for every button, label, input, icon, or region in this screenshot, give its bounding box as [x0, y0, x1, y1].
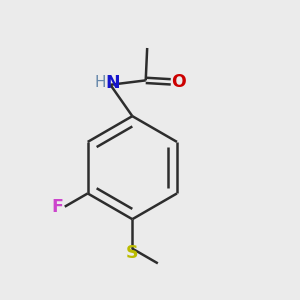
Text: F: F	[52, 198, 63, 216]
Text: S: S	[126, 244, 139, 262]
Text: H: H	[94, 75, 106, 90]
Text: N: N	[105, 74, 120, 92]
Text: O: O	[172, 73, 186, 91]
